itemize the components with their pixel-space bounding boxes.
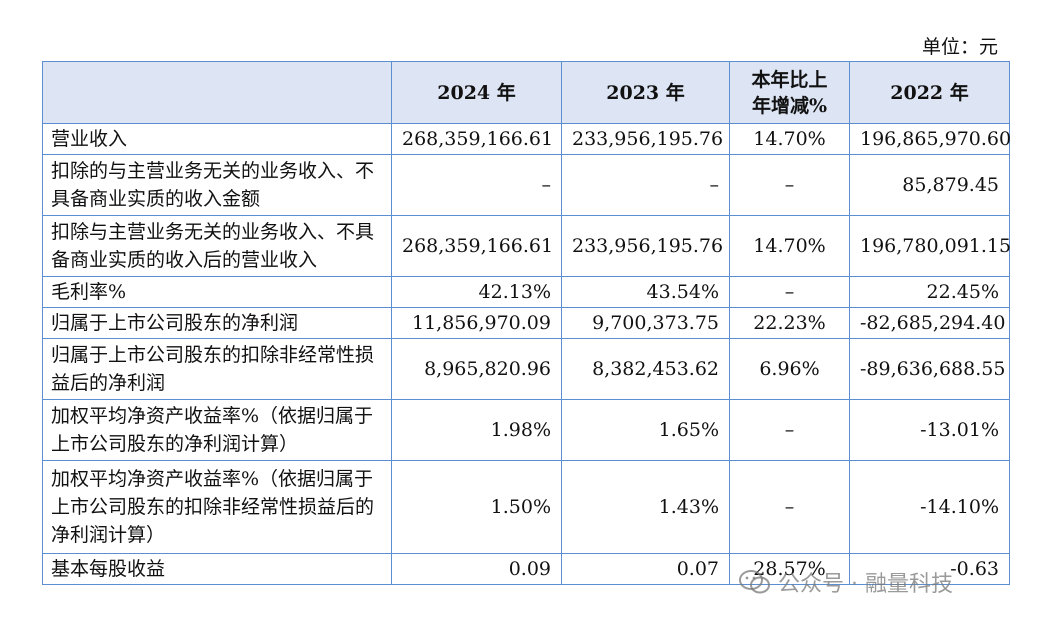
row-label: 加权平均净资产收益率%（依据归属于上市公司股东的扣除非经常性损益后的净利润计算） — [42, 460, 392, 554]
value-2023: – — [561, 154, 730, 216]
wechat-icon — [739, 570, 770, 594]
row-label: 归属于上市公司股东的扣除非经常性损益后的净利润 — [42, 338, 392, 400]
table-row: 扣除与主营业务无关的业务收入、不具备商业实质的收入后的营业收入 268,359,… — [42, 215, 1011, 277]
value-2023: 43.54% — [561, 276, 730, 308]
value-2024: 1.50% — [391, 460, 562, 554]
table-row: 扣除的与主营业务无关的业务收入、不具备商业实质的收入金额 – – – 85,87… — [42, 154, 1010, 216]
value-change: 14.70% — [729, 123, 850, 155]
value-2024: 1.98% — [391, 399, 562, 461]
value-2023: 9,700,373.75 — [561, 307, 730, 339]
value-2023: 1.65% — [561, 399, 730, 461]
value-2022: -82,685,294.40 — [849, 307, 1010, 339]
value-change: – — [729, 399, 850, 461]
row-label: 基本每股收益 — [42, 553, 392, 585]
value-2022: -14.10% — [849, 460, 1010, 554]
row-label: 毛利率% — [42, 276, 392, 308]
value-change: 6.96% — [729, 338, 850, 400]
table-row: 归属于上市公司股东的净利润 11,856,970.09 9,700,373.75… — [42, 307, 1010, 339]
row-label: 扣除的与主营业务无关的业务收入、不具备商业实质的收入金额 — [42, 154, 392, 216]
watermark-text: 公众号 · 融量科技 — [778, 572, 953, 597]
value-2023: 8,382,453.62 — [561, 338, 730, 400]
value-2023: 233,956,195.76 — [561, 215, 730, 277]
value-2022: 196,780,091.15 — [849, 215, 1011, 277]
value-2023: 233,956,195.76 — [561, 123, 730, 155]
value-2024: 0.09 — [391, 553, 562, 585]
value-2023: 0.07 — [561, 553, 730, 585]
value-2022: 196,865,970.60 — [849, 123, 1011, 155]
value-2024: 268,359,166.61 — [391, 123, 562, 155]
header-item — [42, 61, 392, 124]
value-2024: – — [391, 154, 562, 216]
value-change: – — [729, 154, 850, 216]
row-label: 营业收入 — [42, 123, 392, 155]
value-2024: 8,965,820.96 — [391, 338, 562, 400]
value-2022: -89,636,688.55 — [849, 338, 1010, 400]
value-2024: 268,359,166.61 — [391, 215, 562, 277]
table-row: 毛利率% 42.13% 43.54% – 22.45% — [42, 276, 1010, 308]
value-2023: 1.43% — [561, 460, 730, 554]
value-change: 14.70% — [729, 215, 850, 277]
value-change: 22.23% — [729, 307, 850, 339]
value-2022: -0.63 — [849, 553, 1010, 585]
value-2024: 11,856,970.09 — [391, 307, 562, 339]
value-2022: 85,879.45 — [849, 154, 1010, 216]
table-row: 营业收入 268,359,166.61 233,956,195.76 14.70… — [42, 123, 1011, 155]
table-row: 归属于上市公司股东的扣除非经常性损益后的净利润 8,965,820.96 8,3… — [42, 338, 1010, 400]
table-header-row: 2024 年 2023 年 本年比上 年增减% 2022 年 — [42, 61, 1010, 124]
value-change: – — [729, 460, 850, 554]
row-label: 加权平均净资产收益率%（依据归属于上市公司股东的净利润计算） — [42, 399, 392, 461]
row-label: 归属于上市公司股东的净利润 — [42, 307, 392, 339]
value-2024: 42.13% — [391, 276, 562, 308]
table-row: 加权平均净资产收益率%（依据归属于上市公司股东的净利润计算） 1.98% 1.6… — [42, 399, 1010, 461]
watermark: 公众号 · 融量科技 — [738, 566, 953, 598]
value-2022: -13.01% — [849, 399, 1010, 461]
value-2022: 22.45% — [849, 276, 1010, 308]
unit-label: 单位：元 — [921, 36, 998, 58]
header-2023: 2023 年 — [561, 61, 730, 124]
table-row: 加权平均净资产收益率%（依据归属于上市公司股东的扣除非经常性损益后的净利润计算）… — [42, 460, 1010, 554]
value-change: 28.57% — [729, 553, 850, 585]
financial-table: 2024 年 2023 年 本年比上 年增减% 2022 年 营业收入 268,… — [42, 61, 1011, 585]
table-row: 基本每股收益 0.09 0.07 28.57% -0.63 — [42, 553, 1010, 585]
header-2024: 2024 年 — [391, 61, 562, 124]
row-label: 扣除与主营业务无关的业务收入、不具备商业实质的收入后的营业收入 — [42, 215, 392, 277]
value-change: – — [729, 276, 850, 308]
header-2022: 2022 年 — [849, 61, 1010, 124]
header-change: 本年比上 年增减% — [729, 61, 850, 124]
